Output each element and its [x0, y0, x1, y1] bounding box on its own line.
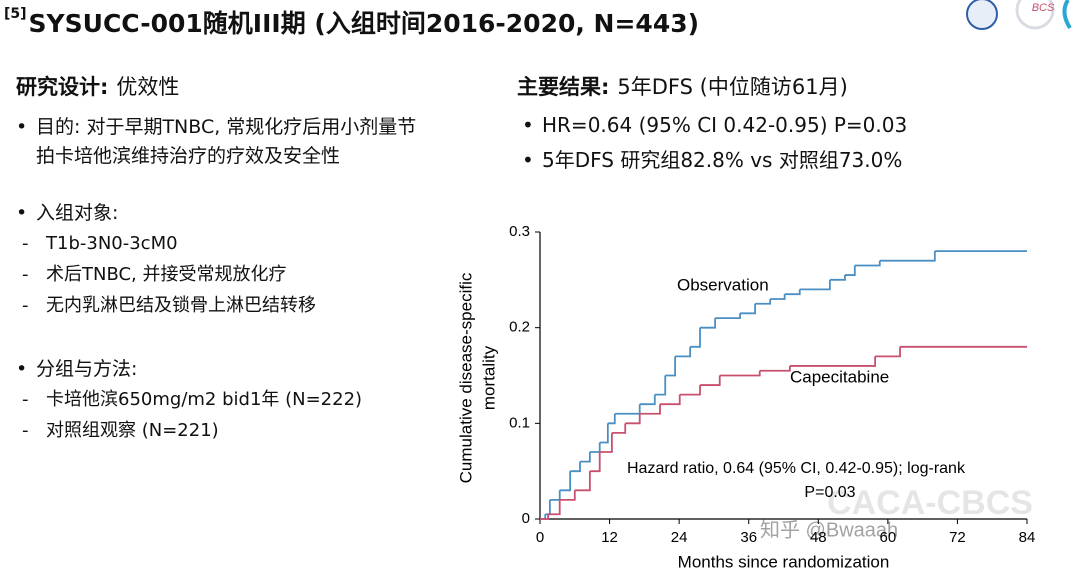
watermark: CACA-CBCS	[827, 484, 1033, 522]
sub-item: 术后TNBC, 并接受常规放化疗	[14, 259, 434, 290]
survival-step	[654, 375, 667, 396]
heading-bold: 主要结果:	[517, 75, 610, 99]
y-axis-label: mortality	[479, 345, 498, 410]
survival-step	[759, 365, 791, 372]
survival-step	[625, 413, 641, 425]
bullet: 分组与方法:	[14, 355, 431, 384]
survival-step	[665, 356, 676, 377]
survival-step	[540, 514, 550, 520]
survival-step	[570, 461, 581, 473]
bullet: HR=0.64 (95% CI 0.42-0.95) P=0.03	[520, 108, 1080, 143]
survival-step	[545, 499, 551, 516]
survival-step	[660, 394, 681, 406]
survival-step	[599, 423, 609, 444]
survival-step	[829, 275, 846, 281]
y-tick-label: 0.2	[509, 319, 530, 336]
survival-step	[719, 370, 761, 377]
survival-step	[875, 346, 901, 358]
survival-step	[607, 413, 616, 425]
survival-step	[675, 346, 692, 358]
x-tick-label: 24	[671, 529, 688, 546]
survival-step	[879, 251, 936, 262]
heading-bold: 研究设计:	[16, 75, 109, 99]
logo	[1062, 0, 1072, 30]
left-heading: 研究设计: 优效性	[16, 71, 179, 101]
logo	[1015, 0, 1055, 30]
x-tick-label: 12	[601, 529, 618, 546]
y-tick-label: 0.3	[509, 223, 530, 240]
survival-step	[715, 313, 741, 319]
survival-step	[799, 279, 831, 291]
sub-item: T1b-3N0-3cM0	[14, 228, 434, 259]
survival-step	[589, 452, 601, 473]
bullet: 5年DFS 研究组82.8% vs 对照组73.0%	[520, 143, 1080, 178]
y-tick-label: 0	[522, 510, 530, 527]
survival-step	[574, 471, 591, 492]
survival-step	[740, 303, 756, 315]
sub-item: 卡培他滨650mg/m2 bid1年 (N=222)	[14, 384, 434, 415]
bullet: 入组对象:	[14, 199, 431, 228]
survival-step	[599, 432, 613, 453]
x-tick-label: 60	[880, 529, 897, 546]
right-content: HR=0.64 (95% CI 0.42-0.95) P=0.035年DFS 研…	[520, 108, 1080, 178]
logo-text: BCS	[1032, 2, 1055, 14]
x-tick-label: 48	[810, 529, 827, 546]
survival-step	[559, 471, 572, 492]
watermark: 知乎 @Bwaaah	[760, 518, 898, 541]
annotation: P=0.03	[804, 484, 855, 501]
x-tick-label: 72	[949, 529, 966, 546]
x-tick-label: 84	[1019, 529, 1036, 546]
x-tick-label: 36	[740, 529, 757, 546]
survival-step	[589, 442, 601, 453]
survival-step	[784, 289, 801, 296]
survival-step	[614, 404, 641, 415]
left-content: 目的: 对于早期TNBC, 常规化疗后用小剂量节拍卡培他滨维持治疗的疗效及安全性…	[14, 113, 434, 446]
survival-step	[854, 260, 881, 267]
survival-step	[639, 404, 661, 415]
survival-step	[548, 499, 561, 516]
sub-item: 无内乳淋巴结及锁骨上淋巴结转移	[14, 290, 434, 321]
series-label: Observation	[677, 275, 769, 294]
y-tick-label: 0.1	[509, 414, 530, 431]
slide-title: [5]SYSUCC-001随机III期 (入组时间2016-2020, N=44…	[4, 4, 699, 40]
survival-step	[639, 394, 656, 406]
series-label: Capecitabine	[790, 367, 889, 386]
heading-text: 5年DFS (中位随访61月)	[617, 75, 848, 99]
survival-step	[549, 490, 561, 501]
logo	[966, 0, 998, 30]
heading-text: 优效性	[116, 75, 180, 99]
title-text: SYSUCC-001随机III期 (入组时间2016-2020, N=443)	[28, 9, 700, 38]
survival-step	[690, 327, 701, 348]
survival-step	[679, 385, 701, 396]
survival-step	[844, 265, 856, 276]
survival-step	[755, 298, 772, 305]
x-axis-label: Months since randomization	[678, 552, 890, 571]
y-axis-label: Cumulative disease-specific	[456, 272, 475, 483]
survival-step	[611, 423, 627, 434]
survival-step	[770, 294, 786, 300]
reference: [5]	[4, 6, 27, 22]
survival-step	[559, 490, 576, 501]
survival-step	[700, 375, 721, 386]
bullet: 目的: 对于早期TNBC, 常规化疗后用小剂量节拍卡培他滨维持治疗的疗效及安全性	[14, 113, 431, 171]
x-tick-label: 0	[536, 529, 544, 546]
survival-step	[789, 356, 877, 367]
survival-step	[700, 318, 716, 329]
annotation: Hazard ratio, 0.64 (95% CI, 0.42-0.95); …	[627, 460, 966, 477]
sub-item: 对照组观察 (N=221)	[14, 415, 434, 446]
right-heading: 主要结果: 5年DFS (中位随访61月)	[517, 71, 848, 101]
survival-step	[580, 452, 591, 463]
